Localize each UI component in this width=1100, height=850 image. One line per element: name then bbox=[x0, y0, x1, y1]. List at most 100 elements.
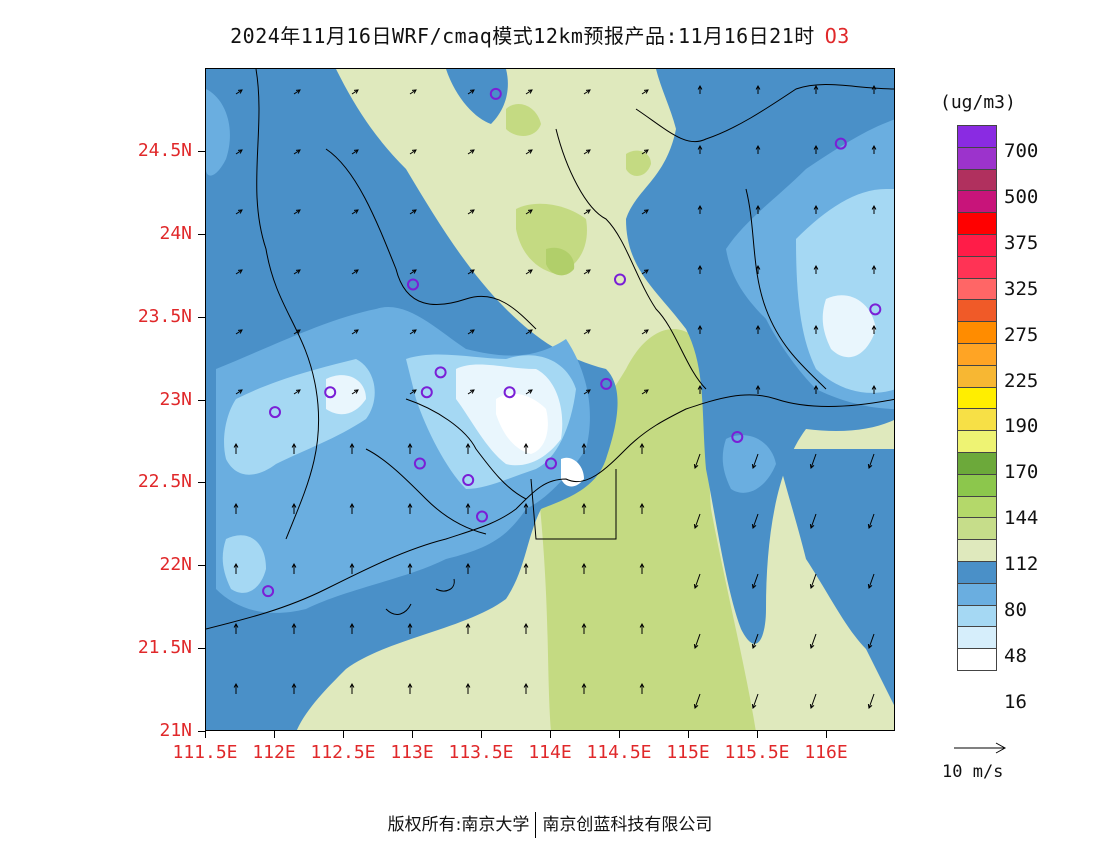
wind-vector-head bbox=[755, 384, 761, 390]
wind-vector-head bbox=[411, 89, 417, 94]
lon-label: 113E bbox=[390, 742, 434, 763]
wind-vector-head bbox=[411, 389, 417, 394]
colorbar-label: 170 bbox=[1004, 461, 1039, 484]
wind-vector-head bbox=[527, 209, 533, 214]
wind-vector bbox=[293, 209, 301, 215]
monitoring-site-marker bbox=[413, 457, 426, 470]
wind-vector-head bbox=[233, 502, 239, 508]
lat-label: 23.5N bbox=[137, 305, 192, 327]
title-text: 2024年11月16日WRF/cmaq模式12km预报产品:11月16日21时 bbox=[230, 24, 815, 48]
monitoring-site-marker bbox=[269, 406, 281, 419]
colorbar bbox=[957, 125, 997, 671]
vector-reference-label: 10 m/s bbox=[942, 762, 1004, 782]
wind-vector-head bbox=[291, 622, 297, 628]
wind-vector-head bbox=[349, 622, 355, 628]
wind-vector-head bbox=[639, 442, 645, 448]
lon-label: 114E bbox=[528, 742, 572, 763]
wind-vector-head bbox=[643, 329, 649, 334]
wind-vector bbox=[525, 389, 533, 395]
colorbar-swatch bbox=[957, 604, 997, 628]
wind-vector-head bbox=[349, 442, 355, 448]
wind-vector-head bbox=[813, 264, 819, 270]
wind-vector-head bbox=[639, 562, 645, 568]
wind-vector bbox=[409, 329, 417, 335]
lon-tick bbox=[481, 731, 482, 738]
wind-vector-head bbox=[295, 329, 301, 334]
colorbar-swatch bbox=[957, 233, 997, 257]
colorbar-swatch bbox=[957, 648, 997, 671]
wind-vector-head bbox=[295, 389, 301, 394]
lon-label: 112E bbox=[252, 742, 296, 763]
wind-vector-head bbox=[867, 523, 873, 529]
wind-vector-head bbox=[693, 583, 699, 589]
wind-vector-head bbox=[751, 703, 757, 709]
wind-vector-head bbox=[233, 562, 239, 568]
wind-vector-head bbox=[751, 523, 757, 529]
wind-vector-head bbox=[469, 389, 475, 394]
wind-vector bbox=[525, 209, 533, 215]
band-144 bbox=[546, 247, 575, 276]
wind-vector-head bbox=[349, 682, 355, 688]
wind-vector-head bbox=[237, 89, 243, 94]
wind-vector-head bbox=[867, 463, 873, 469]
colorbar-swatch bbox=[957, 517, 997, 541]
wind-vector-head bbox=[693, 463, 699, 469]
wind-vector bbox=[235, 269, 243, 275]
colorbar-swatch bbox=[957, 408, 997, 432]
lon-tick bbox=[619, 731, 620, 738]
colorbar-label: 275 bbox=[1004, 323, 1039, 346]
lon-label: 115E bbox=[666, 742, 710, 763]
lat-tick bbox=[198, 648, 205, 650]
wind-vector-head bbox=[585, 269, 591, 274]
wind-vector-head bbox=[809, 643, 815, 649]
lon-label: 114.5E bbox=[586, 742, 652, 763]
wind-vector-head bbox=[411, 209, 417, 214]
wind-vector bbox=[810, 633, 817, 649]
monitoring-site-marker bbox=[324, 386, 337, 399]
wind-vector-head bbox=[809, 523, 815, 529]
wind-vector-head bbox=[465, 622, 471, 628]
lat-tick bbox=[198, 731, 205, 732]
colorbar-swatch bbox=[957, 168, 997, 192]
wind-vector-head bbox=[639, 622, 645, 628]
colorbar-swatch bbox=[957, 321, 997, 344]
lon-tick bbox=[343, 731, 344, 738]
wind-vector-head bbox=[755, 264, 761, 270]
colorbar-swatch bbox=[957, 125, 997, 148]
copyright: 版权所有:南京大学 南京创蓝科技有限公司 bbox=[0, 810, 1100, 838]
wind-vectors bbox=[233, 84, 877, 709]
wind-vector bbox=[752, 633, 759, 649]
monitoring-site-marker bbox=[476, 510, 488, 523]
wind-vector-head bbox=[295, 149, 301, 154]
boundaries bbox=[206, 69, 894, 630]
lat-tick bbox=[198, 316, 205, 318]
wind-vector bbox=[293, 329, 301, 335]
lon-tick bbox=[412, 731, 413, 738]
wind-vector bbox=[694, 573, 701, 589]
map-canvas bbox=[206, 69, 894, 730]
wind-vector-head bbox=[527, 89, 533, 94]
wind-vector-head bbox=[407, 502, 413, 508]
wind-vector-head bbox=[523, 502, 529, 508]
wind-vector-head bbox=[581, 622, 587, 628]
wind-vector-head bbox=[697, 144, 703, 150]
lon-tick bbox=[205, 731, 206, 738]
wind-vector-head bbox=[643, 209, 649, 214]
colorbar-label: 325 bbox=[1004, 277, 1039, 300]
wind-vector bbox=[583, 329, 591, 335]
lat-label: 21N bbox=[159, 720, 192, 741]
wind-vector-head bbox=[469, 149, 475, 154]
lat-tick bbox=[198, 150, 205, 152]
wind-vector bbox=[351, 269, 359, 275]
wind-vector-head bbox=[237, 269, 243, 274]
wind-vector-head bbox=[469, 329, 475, 334]
wind-vector-head bbox=[585, 389, 591, 394]
copyright-separator bbox=[535, 812, 537, 838]
colorbar-swatch bbox=[957, 582, 997, 606]
colorbar-swatch bbox=[957, 495, 997, 519]
wind-vector-head bbox=[353, 269, 359, 274]
wind-vector-head bbox=[411, 329, 417, 334]
colorbar-swatch bbox=[957, 190, 997, 214]
wind-vector-head bbox=[353, 89, 359, 94]
wind-vector-head bbox=[411, 149, 417, 154]
